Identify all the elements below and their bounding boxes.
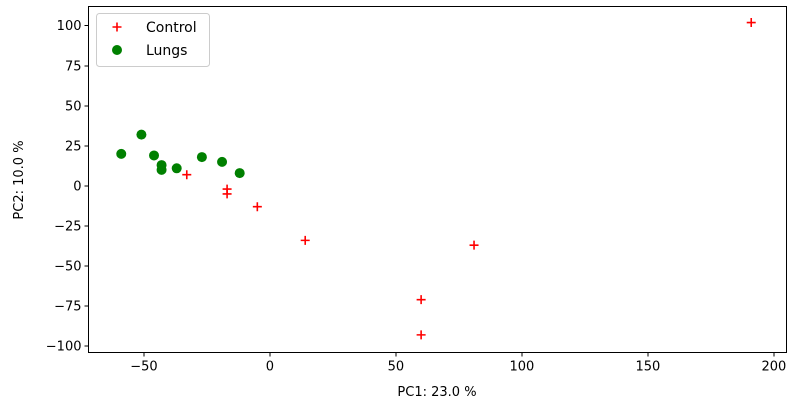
y-tick-label: −50 (54, 260, 81, 275)
x-tick-label: 50 (388, 360, 405, 375)
legend: Control Lungs (96, 13, 210, 67)
lungs-point (196, 152, 207, 163)
control-point (469, 240, 479, 250)
y-tick-label: −75 (54, 300, 81, 315)
lungs-point (136, 129, 147, 140)
x-tick-label: 200 (761, 360, 786, 375)
plot-marks (116, 18, 756, 340)
x-tick-label: 0 (266, 360, 274, 375)
x-axis-ticks: −50 0 50 100 150 200 (130, 352, 786, 375)
x-tick-label: 100 (510, 360, 535, 375)
legend-box (96, 13, 210, 67)
control-point (416, 330, 426, 340)
control-point (222, 189, 232, 199)
y-tick-label: 75 (65, 59, 82, 74)
y-tick-label: 0 (73, 179, 81, 194)
legend-item-control: Control (112, 20, 197, 36)
plot-frame (88, 6, 787, 353)
y-axis-ticks: −100 −75 −50 −25 0 25 50 75 100 (46, 19, 89, 355)
control-point (300, 235, 310, 245)
legend-item-lungs: Lungs (112, 43, 187, 59)
series-control (182, 18, 756, 340)
legend-marker-control (112, 22, 122, 32)
legend-label: Lungs (146, 43, 187, 59)
lungs-point (234, 168, 245, 179)
legend-label: Control (146, 20, 197, 36)
control-point (252, 202, 262, 212)
legend-marker-lungs (112, 45, 122, 55)
y-tick-label: 100 (57, 19, 82, 34)
x-tick-label: 150 (635, 360, 660, 375)
y-tick-label: 25 (65, 139, 82, 154)
x-tick-label: −50 (130, 360, 157, 375)
y-tick-label: 50 (65, 99, 82, 114)
y-tick-label: −100 (46, 340, 82, 355)
control-point (746, 18, 756, 28)
control-point (182, 170, 192, 180)
x-axis-title: PC1: 23.0 % (397, 385, 476, 400)
lungs-point (116, 148, 127, 159)
y-tick-label: −25 (54, 219, 81, 234)
lungs-point (171, 163, 182, 174)
series-lungs (116, 129, 245, 179)
lungs-point (217, 156, 228, 167)
y-axis-title: PC2: 10.0 % (12, 140, 27, 219)
lungs-point (149, 150, 160, 161)
lungs-point (156, 164, 167, 175)
control-point (416, 295, 426, 305)
